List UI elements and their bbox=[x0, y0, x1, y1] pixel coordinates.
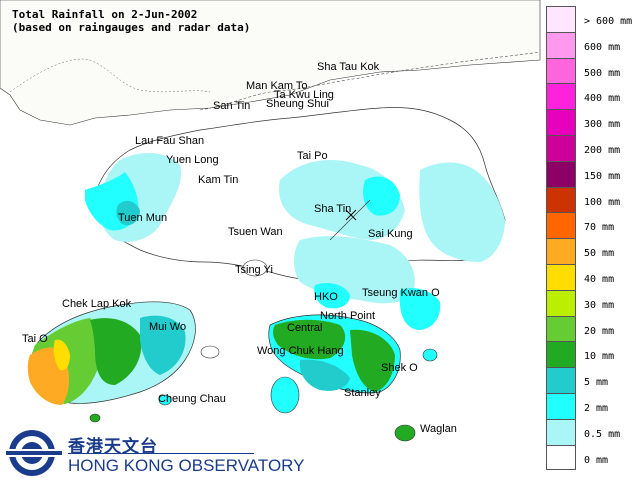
legend-swatch bbox=[546, 109, 576, 135]
legend-label: 10 mm bbox=[584, 351, 615, 363]
rain-lantau-green bbox=[90, 318, 142, 385]
legend-label: 20 mm bbox=[584, 325, 615, 337]
place-kam-tin: Kam Tin bbox=[198, 174, 239, 186]
rain-hk-east bbox=[350, 329, 395, 392]
legend-label: 500 mm bbox=[584, 67, 621, 79]
tolo-channel bbox=[329, 199, 371, 241]
place-cheung-chau: Cheung Chau bbox=[158, 393, 226, 405]
place-chek-lap-kok: Chek Lap Kok bbox=[62, 298, 132, 310]
place-tai-po: Tai Po bbox=[297, 150, 328, 162]
legend-swatch bbox=[546, 160, 576, 187]
island-shek-o-area bbox=[422, 348, 438, 362]
legend-swatch bbox=[546, 212, 576, 239]
legend-label: 50 mm bbox=[584, 248, 615, 260]
rain-hk-island-green bbox=[273, 319, 346, 360]
legend-swatch bbox=[546, 393, 576, 419]
legend-swatch bbox=[546, 444, 576, 471]
place-central: Central bbox=[287, 322, 323, 334]
place-tsing-yi: Tsing Yi bbox=[235, 264, 273, 276]
place-ta-kwu-ling: Ta Kwu Ling bbox=[274, 89, 334, 101]
place-tseung-kwan-o: Tseung Kwan O bbox=[362, 287, 440, 299]
island-green-small bbox=[89, 413, 101, 423]
island-peng-chau bbox=[200, 345, 220, 359]
hko-logo-icon bbox=[6, 430, 62, 476]
place-tuen-mun: Tuen Mun bbox=[118, 212, 168, 224]
legend-swatch bbox=[546, 289, 576, 316]
legend-label: 100 mm bbox=[584, 196, 621, 208]
legend-swatch bbox=[546, 315, 576, 342]
logo-english-text: HONG KONG OBSERVATORY bbox=[68, 456, 305, 475]
legend-swatch bbox=[546, 57, 576, 84]
legend-label: 300 mm bbox=[584, 119, 621, 131]
border-line bbox=[199, 51, 541, 111]
place-mui-wo: Mui Wo bbox=[149, 321, 187, 333]
place-sha-tin: Sha Tin bbox=[314, 203, 352, 215]
place-sheung-shui: Sheung Shui bbox=[266, 98, 329, 110]
mainland-coast-dots bbox=[9, 58, 211, 93]
legend-swatch bbox=[546, 367, 576, 393]
legend-label: 400 mm bbox=[584, 93, 621, 105]
legend-swatch bbox=[546, 418, 576, 445]
legend-swatch bbox=[546, 83, 576, 110]
place-tai-o: Tai O bbox=[22, 333, 48, 345]
rain-sha-tin bbox=[363, 176, 400, 216]
legend-swatch bbox=[546, 238, 576, 264]
legend-label: > 600 mm bbox=[584, 16, 633, 27]
place-sha-tau-kok: Sha Tau Kok bbox=[317, 61, 380, 73]
place-yuen-long: Yuen Long bbox=[166, 154, 219, 166]
rain-lantau-cyan bbox=[140, 315, 186, 375]
legend-label: 600 mm bbox=[584, 41, 621, 53]
rain-kowloon-core bbox=[314, 283, 350, 309]
map-title: Total Rainfall on 2-Jun-2002 bbox=[12, 8, 198, 21]
legend-swatch bbox=[546, 341, 576, 368]
rain-sai-kung bbox=[419, 162, 505, 262]
logo-divider bbox=[68, 453, 254, 454]
legend-swatch bbox=[546, 31, 576, 58]
island-tsing-yi bbox=[242, 259, 268, 277]
island-lamma bbox=[270, 376, 300, 414]
place-stanley: Stanley bbox=[344, 387, 381, 399]
rain-tseung-kwan-o bbox=[399, 288, 441, 330]
rain-hk-south bbox=[299, 359, 350, 391]
place-tsuen-wan: Tsuen Wan bbox=[228, 226, 283, 238]
place-man-kam-to: Man Kam To bbox=[246, 80, 308, 92]
place-san-tin: San Tin bbox=[213, 100, 251, 112]
place-shek-o: Shek O bbox=[381, 362, 418, 374]
rain-lantau-yellow bbox=[53, 339, 70, 371]
sha-tin-marker bbox=[345, 209, 357, 221]
place-lau-fau-shan: Lau Fau Shan bbox=[135, 135, 205, 147]
island-cheung-chau bbox=[158, 394, 172, 406]
place-waglan: Waglan bbox=[420, 423, 457, 435]
legend-label: 70 mm bbox=[584, 222, 615, 234]
map-subtitle: (based on raingauges and radar data) bbox=[12, 21, 251, 34]
place-wong-chuk-hang: Wong Chuk Hang bbox=[257, 345, 344, 357]
legend-swatch bbox=[546, 186, 576, 213]
legend-label: 30 mm bbox=[584, 299, 615, 311]
legend-label: 5 mm bbox=[584, 377, 609, 389]
place-north-point: North Point bbox=[320, 310, 376, 322]
legend-label: 2 mm bbox=[584, 403, 609, 414]
legend-swatch bbox=[546, 135, 576, 161]
island-waglan-area bbox=[394, 424, 416, 442]
place-sai-kung: Sai Kung bbox=[368, 228, 413, 240]
legend-swatch bbox=[546, 264, 576, 290]
legend-label: 0.5 mm bbox=[584, 428, 621, 440]
legend-swatch bbox=[546, 6, 576, 32]
place-hko: HKO bbox=[314, 291, 338, 303]
legend-label: 0 mm bbox=[584, 454, 609, 466]
legend-label: 150 mm bbox=[584, 170, 621, 182]
logo-chinese-text: 香港天文台 bbox=[68, 437, 158, 457]
legend-label: 200 mm bbox=[584, 145, 621, 156]
legend-label: 40 mm bbox=[584, 274, 615, 285]
rain-tuen-mun-core bbox=[116, 200, 140, 226]
